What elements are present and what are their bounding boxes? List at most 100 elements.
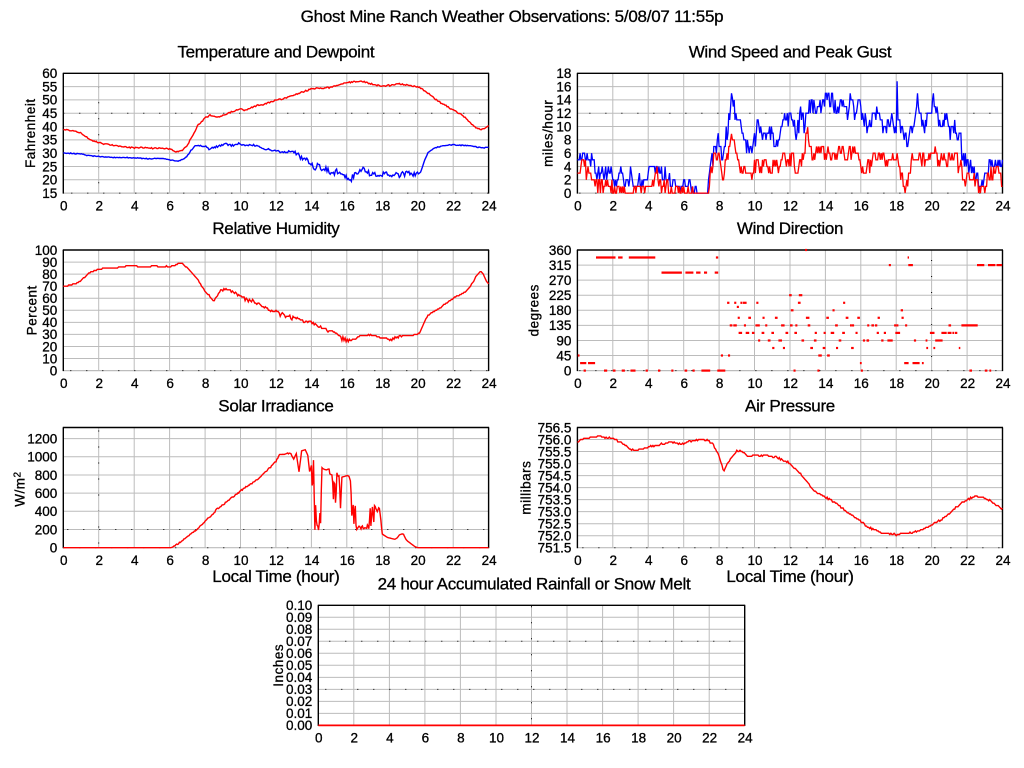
svg-text:18: 18	[375, 553, 390, 568]
svg-text:6: 6	[680, 553, 688, 568]
svg-text:4: 4	[645, 553, 653, 568]
svg-text:12: 12	[269, 376, 284, 391]
svg-text:0.01: 0.01	[286, 706, 312, 721]
svg-text:0: 0	[50, 363, 58, 378]
svg-text:24 hour Accumulated Rainfall o: 24 hour Accumulated Rainfall or Snow Mel…	[378, 574, 691, 593]
svg-text:4: 4	[645, 376, 653, 391]
svg-text:751.5: 751.5	[538, 541, 572, 556]
svg-text:24: 24	[995, 376, 1011, 391]
svg-text:16: 16	[556, 79, 571, 94]
svg-text:6: 6	[680, 198, 688, 213]
svg-text:0.02: 0.02	[286, 694, 312, 709]
svg-text:6: 6	[166, 376, 174, 391]
svg-text:755.0: 755.0	[538, 456, 572, 471]
svg-text:30: 30	[42, 327, 57, 342]
svg-text:4: 4	[386, 731, 394, 746]
svg-text:Solar Irradiance: Solar Irradiance	[218, 397, 333, 416]
svg-text:0: 0	[60, 198, 68, 213]
svg-text:12: 12	[783, 376, 798, 391]
svg-text:16: 16	[340, 553, 355, 568]
svg-text:Wind Direction: Wind Direction	[737, 219, 843, 238]
svg-text:8: 8	[202, 198, 210, 213]
svg-text:0: 0	[315, 731, 323, 746]
svg-text:2: 2	[95, 198, 103, 213]
svg-text:50: 50	[42, 93, 57, 108]
svg-text:1200: 1200	[27, 431, 57, 446]
svg-text:14: 14	[304, 198, 320, 213]
svg-text:40: 40	[42, 315, 57, 330]
svg-text:100: 100	[35, 243, 58, 258]
svg-text:24: 24	[482, 553, 498, 568]
svg-text:6: 6	[166, 198, 174, 213]
svg-text:753.0: 753.0	[538, 504, 572, 519]
svg-text:90: 90	[556, 333, 571, 348]
svg-text:0: 0	[574, 553, 582, 568]
svg-text:16: 16	[340, 198, 355, 213]
svg-text:6: 6	[680, 376, 688, 391]
svg-text:10: 10	[233, 553, 248, 568]
svg-text:754.5: 754.5	[538, 468, 572, 483]
svg-text:Percent: Percent	[25, 285, 40, 335]
svg-text:90: 90	[42, 255, 57, 270]
svg-text:Temperature and Dewpoint: Temperature and Dewpoint	[177, 42, 374, 61]
svg-text:22: 22	[960, 198, 975, 213]
svg-text:55: 55	[42, 79, 57, 94]
svg-text:15: 15	[42, 186, 57, 201]
svg-text:18: 18	[631, 731, 646, 746]
svg-text:2: 2	[610, 198, 618, 213]
svg-text:2: 2	[95, 553, 103, 568]
svg-text:8: 8	[202, 376, 210, 391]
svg-text:2: 2	[610, 553, 618, 568]
svg-text:12: 12	[783, 553, 798, 568]
svg-text:0.08: 0.08	[286, 622, 312, 637]
svg-text:0.06: 0.06	[286, 646, 312, 661]
svg-text:Wind Speed and Peak Gust: Wind Speed and Peak Gust	[689, 42, 892, 61]
svg-text:4: 4	[131, 376, 139, 391]
svg-text:4: 4	[131, 198, 139, 213]
svg-text:18: 18	[889, 198, 904, 213]
svg-text:20: 20	[667, 731, 682, 746]
svg-text:millibars: millibars	[519, 461, 534, 515]
svg-text:18: 18	[375, 376, 390, 391]
svg-text:12: 12	[783, 198, 798, 213]
svg-text:20: 20	[411, 376, 426, 391]
svg-text:20: 20	[42, 173, 57, 188]
svg-text:6: 6	[166, 553, 174, 568]
svg-text:315: 315	[549, 258, 572, 273]
svg-text:8: 8	[716, 376, 724, 391]
svg-text:40: 40	[42, 119, 57, 134]
svg-text:16: 16	[854, 198, 869, 213]
svg-text:10: 10	[747, 376, 762, 391]
svg-text:6: 6	[564, 146, 572, 161]
svg-text:22: 22	[702, 731, 717, 746]
svg-text:14: 14	[818, 376, 834, 391]
svg-text:80: 80	[42, 267, 57, 282]
svg-text:0: 0	[574, 198, 582, 213]
svg-text:752.0: 752.0	[538, 529, 572, 544]
svg-text:180: 180	[549, 303, 572, 318]
svg-text:4: 4	[645, 198, 653, 213]
svg-text:0.07: 0.07	[286, 634, 312, 649]
svg-text:45: 45	[42, 106, 57, 121]
svg-text:0: 0	[564, 186, 572, 201]
svg-text:10: 10	[42, 351, 57, 366]
svg-text:30: 30	[42, 146, 57, 161]
svg-text:16: 16	[854, 553, 869, 568]
svg-text:600: 600	[35, 486, 58, 501]
svg-text:0: 0	[60, 376, 68, 391]
svg-text:400: 400	[35, 504, 58, 519]
svg-text:10: 10	[233, 376, 248, 391]
svg-text:22: 22	[960, 553, 975, 568]
svg-text:10: 10	[489, 731, 504, 746]
svg-text:8: 8	[564, 133, 572, 148]
svg-text:22: 22	[960, 376, 975, 391]
svg-text:6: 6	[422, 731, 430, 746]
svg-text:0: 0	[564, 363, 572, 378]
svg-text:10: 10	[747, 198, 762, 213]
svg-text:8: 8	[457, 731, 465, 746]
svg-text:20: 20	[925, 553, 940, 568]
svg-text:270: 270	[549, 273, 572, 288]
svg-text:18: 18	[375, 198, 390, 213]
svg-text:800: 800	[35, 468, 58, 483]
svg-text:60: 60	[42, 291, 57, 306]
